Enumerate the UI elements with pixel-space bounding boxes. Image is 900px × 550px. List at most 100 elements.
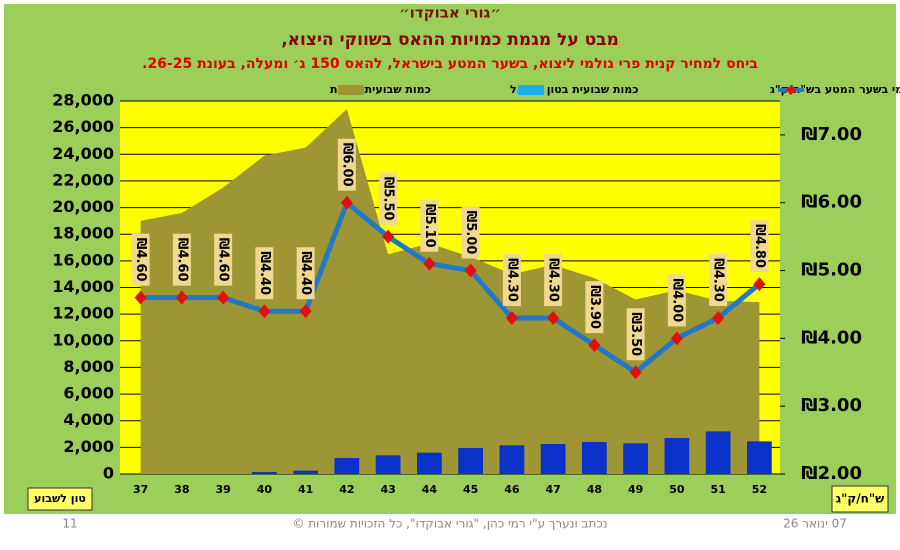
marker <box>670 331 683 346</box>
data-label: ₪4.40 <box>298 251 313 295</box>
x-tick-label: 43 <box>380 483 395 496</box>
data-label: ₪5.10 <box>422 204 437 248</box>
marker <box>505 311 518 326</box>
data-label: ₪5.00 <box>463 211 478 255</box>
label-bg <box>379 172 398 225</box>
data-label: ₪5.50 <box>381 177 396 221</box>
marker <box>547 311 560 326</box>
footer-credit: נכתב ונערך ע"י רמי כהן, "גורי אבוקדו", כ… <box>292 517 607 531</box>
marker <box>588 338 601 353</box>
y-tick-label: 0 <box>103 464 114 483</box>
x-tick-label: 42 <box>339 483 354 496</box>
x-tick-label: 48 <box>587 483 602 496</box>
marker <box>217 290 230 305</box>
x-tick-label: 44 <box>422 483 438 496</box>
marker <box>464 263 477 278</box>
footer-date: 07 ינואר 26 <box>783 517 847 531</box>
x-tick-label: 52 <box>752 483 767 496</box>
bar <box>747 441 772 474</box>
data-label: ₪4.30 <box>546 258 561 302</box>
marker <box>382 229 395 244</box>
plot: 0 2,000 4,000 6,000 8,000 10,000 12,000 14,000 1… <box>52 91 862 497</box>
label-bg <box>750 220 769 273</box>
bar <box>623 443 648 474</box>
x-tick-label: 40 <box>257 483 273 496</box>
x-tick-label: 37 <box>133 483 148 496</box>
label-bg <box>255 247 274 300</box>
label-bg <box>502 254 521 307</box>
chart-title: ״גורי אבוקדו״ <box>399 4 501 22</box>
y2-tick-label: ₪7.00 <box>801 124 862 145</box>
y-tick-label: 28,000 <box>52 91 114 110</box>
y-tick-label: 18,000 <box>52 224 114 243</box>
y-tick-label: 8,000 <box>63 357 114 376</box>
x-tick-label: 51 <box>710 483 725 496</box>
y2-tick-label: ₪6.00 <box>801 192 862 213</box>
y-tick-label: 22,000 <box>52 170 114 189</box>
bar <box>293 470 318 474</box>
data-label: ₪4.30 <box>504 258 519 302</box>
y-tick-label: 12,000 <box>52 304 114 323</box>
chart-subtitle: מבט על מגמת כמויות ההאס בשווקי היצוא, <box>281 30 619 50</box>
data-label: ₪4.00 <box>669 278 684 322</box>
data-label: ₪3.50 <box>628 312 643 356</box>
data-label: ₪4.30 <box>711 258 726 302</box>
data-label: ₪4.60 <box>133 238 148 282</box>
x-tick-label: 41 <box>298 483 313 496</box>
y2-tick-label: ₪4.00 <box>801 327 862 348</box>
x-tick-label: 47 <box>545 483 560 496</box>
marker <box>629 365 642 380</box>
data-label: ₪4.40 <box>257 251 272 295</box>
legend-label: האס גולמי בשער המטע בש"ח/ק"ג <box>770 83 900 96</box>
label-bg <box>172 233 191 286</box>
data-label: ₪4.60 <box>216 238 231 282</box>
bar <box>705 431 731 474</box>
bar <box>417 452 442 474</box>
y2-tick-label: ₪5.00 <box>801 260 862 281</box>
bar <box>664 438 690 474</box>
legend-key <box>786 85 796 95</box>
legend-key <box>338 85 364 95</box>
bar <box>252 472 277 474</box>
y-tick-label: 16,000 <box>52 250 114 269</box>
bar <box>499 445 525 474</box>
footer-page: 11 <box>62 517 77 531</box>
marker <box>134 290 147 305</box>
label-bg <box>131 233 150 286</box>
marker <box>299 304 312 319</box>
marker <box>712 311 725 326</box>
label-bg <box>544 254 563 307</box>
y-tick-label: 26,000 <box>52 117 114 136</box>
label-bg <box>667 274 686 327</box>
y2-unit-label: ש"ח/ק"ג <box>836 492 884 506</box>
y-tick-label: 4,000 <box>63 410 114 429</box>
legend-key <box>518 85 544 95</box>
y-tick-label: 20,000 <box>52 197 114 216</box>
label-bg <box>585 281 604 334</box>
x-tick-label: 39 <box>215 483 230 496</box>
unit-box <box>831 485 889 513</box>
bar <box>582 442 607 474</box>
line <box>140 198 761 376</box>
label-bg <box>214 233 233 286</box>
unit-box <box>27 487 93 511</box>
y-tick-label: 10,000 <box>52 330 114 349</box>
label-bg <box>461 206 480 259</box>
bar <box>334 458 360 474</box>
x-tick-label: 49 <box>628 483 643 496</box>
bar <box>540 444 566 474</box>
y-tick-label: 14,000 <box>52 277 114 296</box>
marker <box>753 277 766 292</box>
label-bg <box>626 308 645 361</box>
x-tick-label: 50 <box>669 483 685 496</box>
chart-subtitle: ביחס למחיר קנית פרי גולמי ליצוא, בשער המ… <box>142 56 758 72</box>
bar <box>458 448 483 474</box>
marker <box>423 256 436 271</box>
label-bg <box>709 254 728 307</box>
marker <box>340 195 353 210</box>
data-label: ₪3.90 <box>587 285 602 329</box>
y2-tick-label: ₪2.00 <box>801 463 862 484</box>
bar <box>375 455 401 474</box>
marker <box>258 304 271 319</box>
